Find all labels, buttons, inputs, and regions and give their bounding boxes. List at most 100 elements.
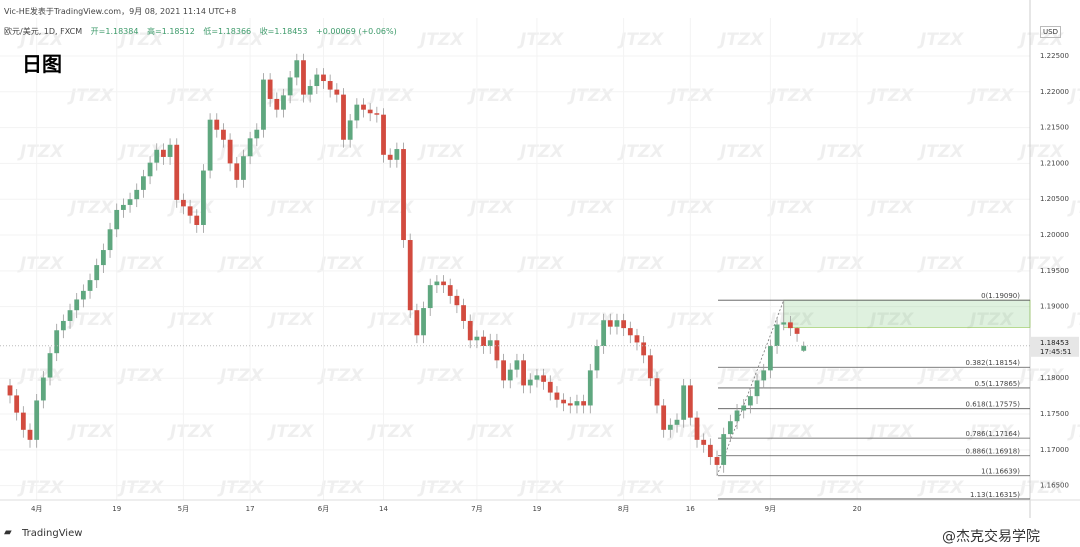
candle-body	[414, 310, 420, 336]
price-label: 1.18453	[1040, 339, 1069, 347]
fib-label: 1(1.16639)	[981, 468, 1020, 476]
candle-body	[187, 206, 193, 216]
candle-body	[561, 399, 567, 404]
watermark: JTZX	[817, 366, 864, 386]
candle-body	[60, 320, 66, 331]
candle-body	[541, 375, 546, 382]
candle-body	[174, 144, 180, 200]
candle-body	[367, 109, 373, 114]
watermark: JTZX	[217, 254, 264, 274]
candle-body	[221, 129, 226, 140]
x-tick-label: 19	[532, 505, 541, 513]
candle-body	[307, 86, 313, 95]
candle-body	[667, 424, 673, 430]
x-tick-label: 8月	[618, 505, 629, 513]
watermark: JTZX	[167, 310, 214, 330]
watermark: JTZX	[517, 30, 564, 50]
watermark: JTZX	[717, 478, 764, 498]
ohlc: 高=1.18512	[147, 27, 195, 36]
candle-body	[254, 129, 260, 139]
watermark: JTZX	[817, 478, 864, 498]
candle-body	[80, 290, 86, 300]
watermark: JTZX	[1017, 366, 1064, 386]
symbol: 欧元/美元, 1D, FXCM	[4, 27, 83, 36]
candle-body	[294, 60, 300, 78]
watermark: JTZX	[617, 142, 664, 162]
watermark: JTZX	[767, 86, 814, 106]
candle-body	[40, 377, 46, 401]
change: +0.00069 (+0.06%)	[316, 27, 397, 36]
watermark: JTZX	[167, 86, 214, 106]
candle-body	[301, 60, 306, 95]
countdown: 17:45:51	[1040, 348, 1071, 356]
watermark: JTZX	[517, 254, 564, 274]
watermark: JTZX	[117, 30, 164, 50]
candle-body	[120, 204, 126, 210]
watermark: JTZX	[517, 142, 564, 162]
candle-body	[434, 281, 440, 286]
watermark: JTZX	[117, 254, 164, 274]
candle-body	[594, 346, 600, 371]
candle-body	[627, 328, 633, 336]
watermark: JTZX	[917, 254, 964, 274]
watermark: JTZX	[967, 198, 1014, 218]
watermark: JTZX	[1067, 198, 1080, 218]
watermark: JTZX	[467, 198, 514, 218]
candle-body	[154, 149, 160, 163]
x-tick-label: 7月	[471, 505, 482, 513]
candle-body	[461, 305, 466, 321]
watermark: JTZX	[317, 142, 364, 162]
candle-body	[754, 380, 760, 397]
y-tick-label: 1.17000	[1040, 446, 1069, 454]
candle-body	[387, 154, 393, 160]
fib-label: 0.786(1.17164)	[966, 430, 1021, 438]
candle-body	[241, 156, 246, 180]
watermark: JTZX	[767, 422, 814, 442]
candle-body	[207, 119, 213, 171]
candle-body	[521, 360, 526, 386]
candle-body	[534, 375, 540, 380]
fib-label: 0.382(1.18154)	[966, 359, 1021, 367]
candle-body	[681, 385, 687, 420]
price-box	[1031, 336, 1079, 357]
brand: TradingView	[22, 528, 83, 539]
x-tick-label: 17	[246, 505, 255, 513]
candle-body	[634, 335, 640, 343]
watermark: JTZX	[167, 422, 214, 442]
watermark: JTZX	[317, 478, 364, 498]
candle-body	[167, 144, 173, 157]
candle-body	[614, 320, 620, 327]
x-tick-label: 20	[853, 505, 862, 513]
candle-body	[501, 360, 506, 381]
fib-label: 0.5(1.17865)	[974, 380, 1020, 388]
fib-label: 0.886(1.16918)	[966, 448, 1021, 456]
candle-body	[441, 281, 446, 286]
watermark: JTZX	[417, 254, 464, 274]
candle-body	[20, 412, 26, 430]
candle-body	[607, 320, 613, 327]
watermark: JTZX	[717, 142, 764, 162]
candle-body	[727, 421, 733, 435]
watermark: JTZX	[1017, 254, 1064, 274]
candle-body	[147, 162, 153, 177]
watermark: JTZX	[567, 198, 614, 218]
candle-body	[427, 285, 433, 309]
watermark: JTZX	[267, 422, 314, 442]
watermark: JTZX	[417, 366, 464, 386]
candle-body	[201, 170, 206, 225]
candle-body	[454, 295, 460, 306]
watermark: JTZX	[767, 198, 814, 218]
candle-body	[34, 400, 40, 440]
candle-body	[394, 149, 400, 160]
candle-body	[27, 429, 33, 440]
candle-body	[547, 381, 553, 393]
ohlc: 低=1.18366	[203, 27, 252, 36]
y-tick-label: 1.21000	[1040, 159, 1069, 167]
candle-body	[94, 265, 100, 281]
x-tick-label: 4月	[31, 505, 42, 513]
candle-body	[647, 355, 653, 379]
fib-label: 0.618(1.17575)	[966, 401, 1021, 409]
candle-body	[127, 199, 133, 205]
watermark: JTZX	[217, 478, 264, 498]
watermark: JTZX	[217, 30, 264, 50]
